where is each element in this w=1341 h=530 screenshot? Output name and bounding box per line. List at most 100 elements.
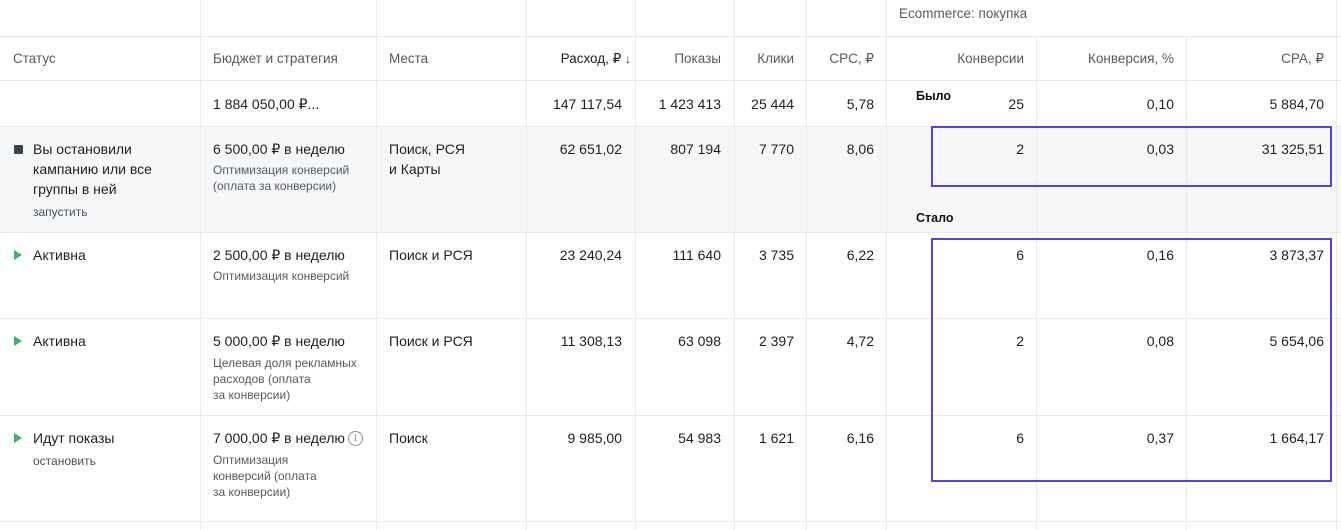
row-budget[interactable]: 5 000,00 ₽ в неделю (213, 333, 345, 349)
row-conversions: 2 (1016, 141, 1024, 157)
info-icon[interactable]: i (348, 431, 363, 446)
totals-spend: 147 117,54 (552, 96, 622, 112)
after-highlight-box (931, 238, 1332, 482)
col-header-conv-rate[interactable]: Конверсия, % (1088, 51, 1174, 66)
play-icon (14, 433, 22, 443)
row-clicks: 7 770 (758, 141, 794, 157)
row-conv-rate: 0,08 (1146, 333, 1174, 349)
row-cpc: 8,06 (846, 141, 874, 157)
row-impressions: 111 640 (672, 247, 721, 263)
totals-impressions: 1 423 413 (658, 96, 721, 112)
row-status: Активна (33, 247, 86, 263)
col-separator (200, 0, 201, 530)
row-strategy: расходов (оплата (213, 372, 311, 386)
row-separator (0, 80, 1341, 81)
row-status: Вы остановили (33, 141, 132, 157)
col-header-impressions[interactable]: Показы (674, 51, 721, 66)
start-campaign-link[interactable]: запустить (33, 205, 88, 219)
row-budget[interactable]: 2 500,00 ₽ в неделю (213, 247, 345, 263)
totals-conversions: 25 (1008, 96, 1024, 112)
row-separator (0, 126, 1341, 127)
row-separator (0, 36, 1341, 37)
row-spend: 62 651,02 (559, 141, 622, 157)
highlighted-row-bg (0, 126, 1341, 232)
col-separator (1036, 36, 1037, 530)
row-impressions: 63 098 (678, 333, 721, 349)
row-cpc: 4,72 (846, 333, 874, 349)
row-status: Активна (33, 333, 86, 349)
col-separator (526, 0, 527, 530)
annotation-before: Было (916, 89, 952, 103)
row-budget[interactable]: 7 000,00 ₽ в неделю (213, 430, 345, 446)
row-strategy: Оптимизация конверсий (213, 269, 350, 283)
row-cpa: 1 664,17 (1269, 430, 1325, 446)
row-status: кампанию или все (33, 161, 152, 177)
row-cpc: 6,16 (846, 430, 874, 446)
row-strategy: Оптимизация (213, 453, 289, 467)
col-separator (376, 0, 377, 530)
row-separator (0, 415, 1341, 416)
row-status: группы в ней (33, 181, 117, 197)
col-header-conversions[interactable]: Конверсии (957, 51, 1024, 66)
totals-cpc: 5,78 (846, 96, 874, 112)
row-places: Поиск (389, 430, 428, 446)
col-header-cpc[interactable]: CPC, ₽ (829, 51, 874, 66)
col-header-status[interactable]: Статус (13, 51, 56, 66)
group-header-ecommerce: Ecommerce: покупка (899, 6, 1028, 21)
totals-budget: 1 884 050,00 ₽... (213, 96, 320, 112)
row-places: Поиск, РСЯ (389, 141, 465, 157)
row-clicks: 3 735 (758, 247, 794, 263)
row-places: Поиск и РСЯ (389, 333, 473, 349)
col-header-cpa[interactable]: CPA, ₽ (1281, 51, 1324, 66)
row-spend: 23 240,24 (559, 247, 622, 263)
col-separator (635, 0, 636, 530)
row-conversions: 2 (1016, 333, 1024, 349)
sort-desc-icon: ↓ (625, 52, 631, 66)
row-cpa: 3 873,37 (1269, 247, 1325, 263)
col-header-spend[interactable]: Расход, ₽ ↓ (561, 49, 631, 69)
totals-clicks: 25 444 (751, 96, 794, 112)
col-separator (886, 0, 887, 530)
col-header-budget[interactable]: Бюджет и стратегия (213, 51, 338, 66)
row-cpa: 5 654,06 (1269, 333, 1325, 349)
totals-cpa: 5 884,70 (1269, 96, 1325, 112)
row-separator (0, 232, 1341, 233)
row-cpa: 31 325,51 (1261, 141, 1324, 157)
annotation-after: Стало (916, 211, 954, 225)
row-conversions: 6 (1016, 247, 1024, 263)
row-budget[interactable]: 6 500,00 ₽ в неделю (213, 141, 345, 157)
stop-icon (14, 145, 23, 154)
row-strategy: (оплата за конверсии) (213, 179, 337, 193)
stop-campaign-link[interactable]: остановить (33, 454, 96, 468)
row-strategy: за конверсии) (213, 485, 291, 499)
col-separator (806, 0, 807, 530)
row-spend: 11 308,13 (560, 333, 622, 349)
before-highlight-box (931, 126, 1332, 187)
col-header-places[interactable]: Места (389, 51, 429, 66)
row-impressions: 54 983 (678, 430, 721, 446)
totals-conv-rate: 0,10 (1146, 96, 1174, 112)
row-status: Идут показы (33, 430, 115, 446)
col-separator (734, 0, 735, 530)
col-header-clicks[interactable]: Клики (757, 51, 794, 66)
row-clicks: 2 397 (758, 333, 794, 349)
row-strategy: Целевая доля рекламных (213, 356, 357, 370)
col-separator (1336, 0, 1337, 530)
row-clicks: 1 621 (758, 430, 794, 446)
row-places: и Карты (389, 161, 441, 177)
row-strategy: Оптимизация конверсий (213, 163, 350, 177)
play-icon (14, 336, 22, 346)
row-separator (0, 521, 1341, 522)
col-header-spend-label: Расход, ₽ (560, 51, 622, 66)
row-places: Поиск и РСЯ (389, 247, 473, 263)
row-conv-rate: 0,37 (1146, 430, 1174, 446)
row-separator (0, 318, 1341, 319)
row-conversions: 6 (1016, 430, 1024, 446)
row-impressions: 807 194 (670, 141, 721, 157)
col-separator (1186, 36, 1187, 530)
play-icon (14, 250, 22, 260)
row-strategy: за конверсии) (213, 388, 291, 402)
row-strategy: конверсий (оплата (213, 469, 317, 483)
row-conv-rate: 0,16 (1146, 247, 1174, 263)
